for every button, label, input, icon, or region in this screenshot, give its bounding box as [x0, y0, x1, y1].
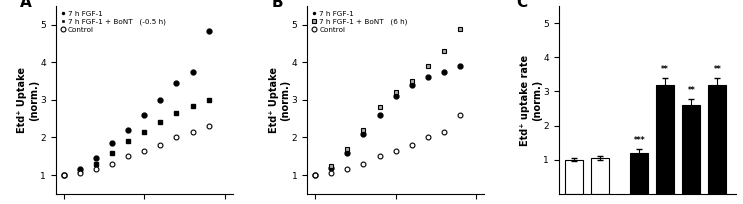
- Text: **: **: [687, 86, 695, 95]
- Text: C: C: [516, 0, 528, 10]
- Text: **: **: [661, 65, 669, 74]
- Text: *
##: * ##: [633, 168, 646, 186]
- Bar: [565, 160, 583, 194]
- Text: #: #: [662, 93, 669, 102]
- Bar: [708, 85, 727, 194]
- Bar: [591, 158, 609, 194]
- Legend: 7 h FGF-1, 7 h FGF-1 + BoNT   (-0.5 h), Control: 7 h FGF-1, 7 h FGF-1 + BoNT (-0.5 h), Co…: [59, 10, 166, 33]
- Text: **: **: [713, 65, 721, 74]
- Y-axis label: Etd⁺ Uptake
(norm.): Etd⁺ Uptake (norm.): [17, 67, 39, 133]
- Bar: [656, 85, 675, 194]
- Text: A: A: [20, 0, 32, 10]
- Bar: [682, 105, 701, 194]
- Y-axis label: Etd⁺ uptake rate
(norm.): Etd⁺ uptake rate (norm.): [520, 54, 542, 145]
- Y-axis label: Etd⁺ Uptake
(norm.): Etd⁺ Uptake (norm.): [269, 67, 291, 133]
- Bar: [630, 153, 649, 194]
- Text: B: B: [272, 0, 283, 10]
- Legend: 7 h FGF-1, 7 h FGF-1 + BoNT   (6 h), Control: 7 h FGF-1, 7 h FGF-1 + BoNT (6 h), Contr…: [311, 10, 409, 33]
- Text: ***: ***: [634, 136, 645, 145]
